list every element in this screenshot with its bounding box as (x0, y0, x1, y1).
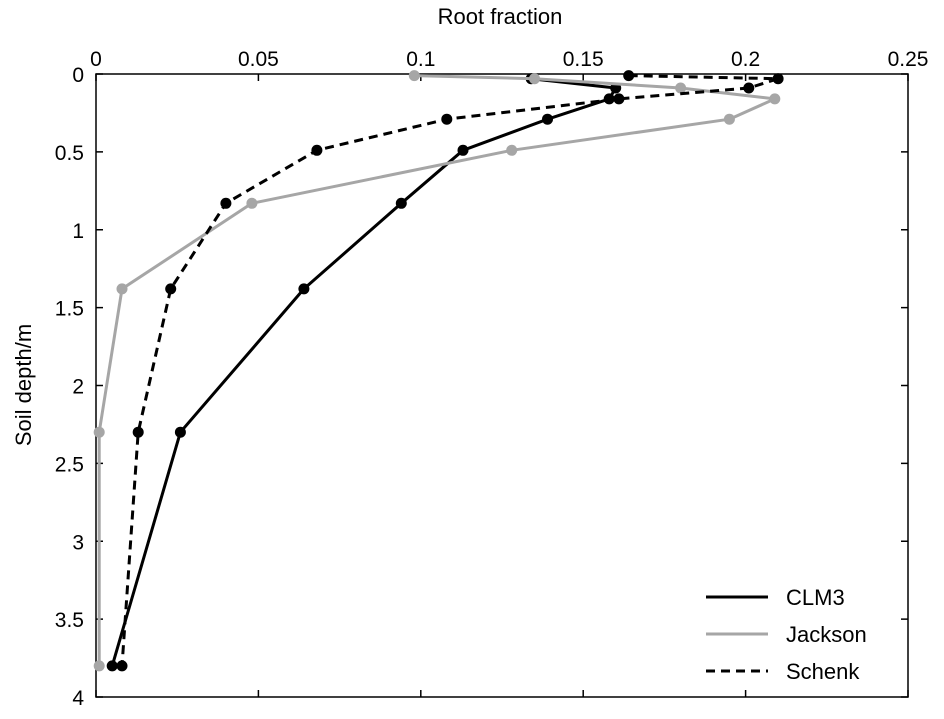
data-point-clm3 (174, 426, 186, 438)
data-point-schenk (743, 82, 755, 94)
data-point-schenk (613, 93, 625, 105)
data-point-jackson (723, 113, 735, 125)
legend-label-clm3: CLM3 (786, 585, 845, 610)
y-tick-label: 2 (72, 376, 84, 399)
legend: CLM3 Jackson Schenk (706, 585, 867, 684)
data-point-jackson (408, 70, 420, 82)
data-point-clm3 (542, 113, 553, 125)
y-tick-label: 0.5 (55, 142, 84, 165)
x-tick-label: 0.2 (731, 48, 760, 71)
data-point-schenk (311, 144, 323, 156)
data-point-schenk (132, 426, 144, 438)
y-tick-label: 3.5 (55, 609, 84, 632)
legend-label-schenk: Schenk (786, 659, 860, 684)
data-point-jackson (93, 660, 105, 672)
x-tick-label: 0 (90, 48, 102, 71)
data-point-schenk (165, 283, 177, 295)
series-schenk (116, 70, 784, 672)
y-tick-label: 2.5 (55, 453, 84, 476)
x-tick-label: 0.1 (406, 48, 435, 71)
x-tick-label: 0.05 (238, 48, 279, 71)
data-point-clm3 (457, 144, 469, 156)
x-axis-ticks: 0 0.05 0.1 0.15 0.2 0.25 (90, 48, 928, 697)
series-line-jackson (97, 74, 777, 666)
data-point-clm3 (298, 283, 310, 295)
y-tick-label: 1 (72, 220, 84, 243)
data-point-jackson (246, 197, 258, 209)
y-tick-label: 0 (72, 64, 84, 87)
data-point-schenk (772, 73, 784, 85)
data-point-jackson (93, 426, 105, 438)
legend-label-jackson: Jackson (786, 622, 867, 647)
data-point-schenk (220, 197, 232, 209)
x-tick-label: 0.15 (563, 48, 604, 71)
data-point-jackson (769, 93, 781, 105)
data-point-clm3 (395, 197, 407, 209)
series-layer (93, 70, 784, 672)
data-point-jackson (506, 144, 518, 156)
data-point-clm3 (106, 660, 118, 672)
data-point-schenk (623, 70, 635, 82)
y-tick-label: 1.5 (55, 298, 84, 321)
data-point-schenk (441, 113, 453, 125)
series-clm3 (106, 73, 622, 672)
data-point-jackson (116, 283, 128, 295)
data-point-jackson (675, 82, 687, 94)
y-axis-label: Soil depth/m (11, 324, 36, 446)
x-tick-label: 0.25 (888, 48, 929, 71)
data-point-schenk (116, 660, 128, 672)
y-axis-ticks: 0 0.5 1 1.5 2 2.5 3 3.5 4 (55, 64, 908, 710)
y-tick-label: 3 (72, 531, 84, 554)
series-jackson (93, 70, 781, 672)
x-axis-label: Root fraction (438, 4, 563, 29)
data-point-jackson (529, 73, 540, 85)
y-tick-label: 4 (72, 687, 84, 710)
series-line-clm3 (110, 77, 618, 667)
